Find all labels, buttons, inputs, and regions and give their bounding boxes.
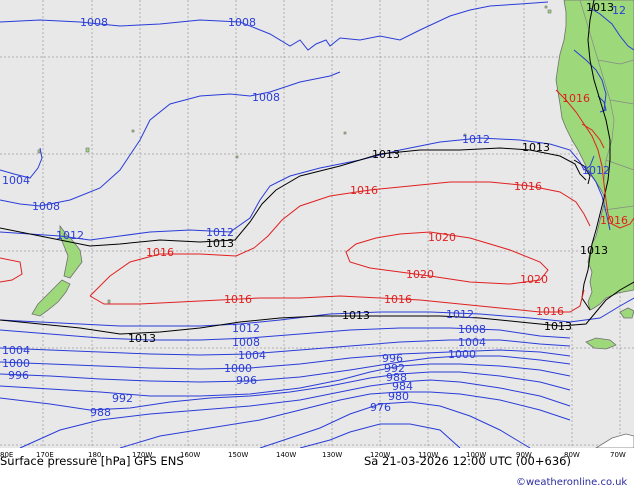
- isobar-label: 1000: [224, 362, 252, 375]
- isobar-label: 1008: [228, 16, 256, 29]
- lon-tick-label: 150W: [228, 451, 248, 459]
- falklands-land: [619, 307, 634, 319]
- isobar-label: 1016: [562, 92, 590, 105]
- isobar-label: 1004: [2, 174, 30, 187]
- nz-south-island: [31, 279, 71, 317]
- lon-tick-label: 140W: [276, 451, 296, 459]
- isobar-label: 1013: [580, 244, 608, 257]
- isobar-label: 1012: [582, 164, 610, 177]
- isobar-label: 1012: [462, 133, 490, 146]
- lon-tick-label: 100W: [466, 451, 486, 459]
- isobar-label: 1013: [544, 320, 572, 333]
- isobar-label: 1008: [32, 200, 60, 213]
- isobar-label: 1013: [342, 309, 370, 322]
- isobar-label: 1012: [446, 308, 474, 321]
- lon-tick-label: 90W: [516, 451, 532, 459]
- isobar-label: 12: [612, 4, 626, 17]
- normal-isobars-1013: [0, 0, 634, 335]
- isobar-label: 1004: [2, 344, 30, 357]
- lon-tick-label: 120W: [370, 451, 390, 459]
- isobar-label: 1012: [56, 229, 84, 242]
- isobar-label: 1012: [206, 226, 234, 239]
- nz-north-island: [59, 224, 83, 279]
- footer-bar: [0, 448, 634, 490]
- isobar-label: 1012: [232, 322, 260, 335]
- isobar-label: 984: [392, 380, 413, 393]
- isobar-label: 1004: [458, 336, 486, 349]
- lon-tick-label: 130W: [322, 451, 342, 459]
- lon-tick-label: 110W: [418, 451, 438, 459]
- credit-link[interactable]: ©weatheronline.co.uk: [516, 477, 627, 488]
- isobar-label: 980: [388, 390, 409, 403]
- isobar-label: 1016: [350, 184, 378, 197]
- isobar-label: 1013: [128, 332, 156, 345]
- isobar-label: 1008: [232, 336, 260, 349]
- isobar-label: 988: [90, 406, 111, 419]
- isobar-label: 1016: [224, 293, 252, 306]
- small-islands: [37, 5, 552, 304]
- isobar-label: 1020: [428, 231, 456, 244]
- lon-tick-label: 80E: [0, 451, 13, 459]
- isobar-label: 1016: [536, 305, 564, 318]
- high-pressure-isobars: [0, 89, 634, 313]
- isobar-label: 996: [8, 369, 29, 382]
- lon-tick-label: 170E: [36, 451, 54, 459]
- south-america-land: [555, 0, 634, 311]
- tierra-del-fuego-land: [585, 337, 617, 350]
- isobar-label: 1020: [520, 273, 548, 286]
- isobar-label: 1020: [406, 268, 434, 281]
- forecast-datetime: Sa 21-03-2026 12:00 UTC (00+636): [364, 454, 571, 468]
- isobar-label: 1008: [80, 16, 108, 29]
- isobar-label: 1016: [146, 246, 174, 259]
- isobar-label: 1013: [586, 1, 614, 14]
- isobar-label: 996: [236, 374, 257, 387]
- isobar-label: 1016: [600, 214, 628, 227]
- isobar-label: 1000: [448, 348, 476, 361]
- lon-tick-label: 80W: [564, 451, 580, 459]
- map-title: Surface pressure [hPa] GFS ENS: [0, 454, 184, 468]
- ocean-area: [0, 0, 634, 448]
- isobar-label: 1016: [384, 293, 412, 306]
- isobar-label: 988: [386, 371, 407, 384]
- isobar-label: 1004: [238, 349, 266, 362]
- isobar-label: 992: [384, 362, 405, 375]
- isobar-label: 1013: [522, 141, 550, 154]
- longitude-tick-labels: 80E 170E 180 170W 160W 150W 140W 130W 12…: [0, 451, 626, 459]
- lon-tick-label: 70W: [610, 451, 626, 459]
- isobar-label: 1000: [2, 357, 30, 370]
- graticule: [0, 0, 634, 448]
- isobar-label: 1016: [514, 180, 542, 193]
- low-pressure-isobars: [0, 1, 634, 449]
- isobar-label: 1008: [252, 91, 280, 104]
- lon-tick-label: 160W: [180, 451, 200, 459]
- isobar-label: 1008: [458, 323, 486, 336]
- isobar-label: 1013: [206, 237, 234, 250]
- isobar-label: 1013: [372, 148, 400, 161]
- isobar-label: 996: [382, 352, 403, 365]
- lon-tick-label: 170W: [132, 451, 152, 459]
- isobar-label: 976: [370, 401, 391, 414]
- isobar-label: 992: [112, 392, 133, 405]
- lon-tick-label: 180: [88, 451, 101, 459]
- isobar-labels: 1008 1008 1008 1004 1008 1012 1012 1012 …: [2, 1, 628, 419]
